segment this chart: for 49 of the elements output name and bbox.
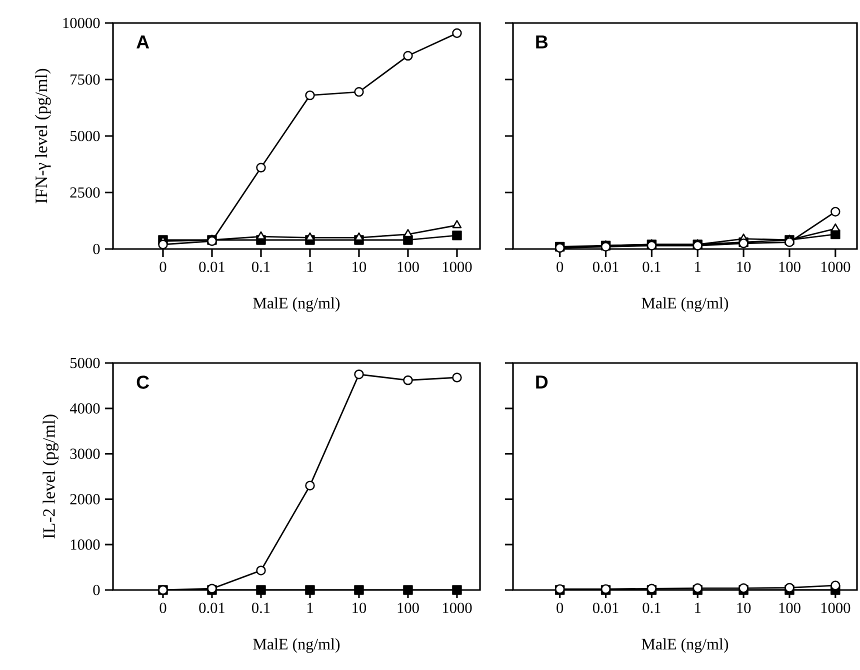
y-tick-label: 2000 bbox=[70, 494, 100, 504]
text: D bbox=[536, 376, 548, 388]
y-axis-title: IL-2 level (pg/ml) bbox=[42, 414, 58, 538]
x-tick-label: 10 bbox=[737, 602, 751, 614]
x-tick-label: 0.01 bbox=[592, 602, 618, 614]
x-tick-label: 1 bbox=[695, 262, 701, 272]
x-tick-label: 1000 bbox=[442, 262, 472, 272]
x-tick-label: 1000 bbox=[821, 262, 850, 272]
y-tick-label: 3000 bbox=[70, 448, 100, 459]
x-tick-label: 0 bbox=[556, 602, 564, 614]
y-tick-label: 10000 bbox=[63, 18, 100, 28]
x-tick-label: 0.01 bbox=[199, 602, 224, 614]
x-tick-label: 100 bbox=[779, 262, 800, 272]
y-axis-title: IFN-γ level (pg/ml) bbox=[35, 68, 51, 204]
x-tick-label: 0.01 bbox=[199, 262, 224, 272]
x-tick-label: 1 bbox=[307, 602, 313, 613]
y-tick-label: 0 bbox=[93, 244, 100, 254]
x-tick-label: 1 bbox=[307, 262, 313, 272]
x-tick-label: 0.1 bbox=[252, 602, 270, 614]
text: A bbox=[136, 36, 150, 48]
y-tick-label: 7500 bbox=[70, 74, 100, 85]
x-tick-label: 10 bbox=[352, 262, 366, 272]
y-tick-label: 2500 bbox=[70, 187, 100, 198]
x-tick-label: 1000 bbox=[442, 602, 472, 614]
x-axis-title: MalE (ng/ml) bbox=[642, 638, 728, 653]
x-tick-label: 0 bbox=[160, 602, 166, 614]
x-tick-label: 0.1 bbox=[642, 262, 660, 272]
y-tick-label: 1000 bbox=[70, 539, 100, 550]
x-axis-title: MalE (ng/ml) bbox=[642, 297, 728, 312]
text: C bbox=[136, 376, 150, 389]
x-tick-label: 0 bbox=[160, 262, 166, 272]
x-axis-title: MalE (ng/ml) bbox=[253, 297, 340, 312]
y-tick-label: 0 bbox=[93, 584, 100, 596]
x-tick-label: 1000 bbox=[821, 602, 850, 614]
x-tick-label: 0.1 bbox=[642, 602, 660, 614]
x-tick-label: 0.1 bbox=[252, 262, 270, 272]
x-tick-label: 100 bbox=[398, 262, 419, 272]
x-tick-label: 0.01 bbox=[592, 262, 618, 272]
y-tick-label: 5000 bbox=[70, 130, 100, 142]
x-axis-title: MalE (ng/ml) bbox=[253, 638, 340, 653]
y-tick-label: 4000 bbox=[70, 403, 100, 414]
x-tick-label: 10 bbox=[737, 262, 751, 272]
y-tick-label: 5000 bbox=[70, 358, 100, 368]
x-tick-label: 1 bbox=[695, 602, 701, 613]
text: B bbox=[536, 36, 548, 48]
x-tick-label: 10 bbox=[352, 602, 366, 614]
x-tick-label: 100 bbox=[398, 602, 419, 614]
x-tick-label: 0 bbox=[556, 262, 564, 272]
x-tick-label: 100 bbox=[779, 602, 800, 614]
